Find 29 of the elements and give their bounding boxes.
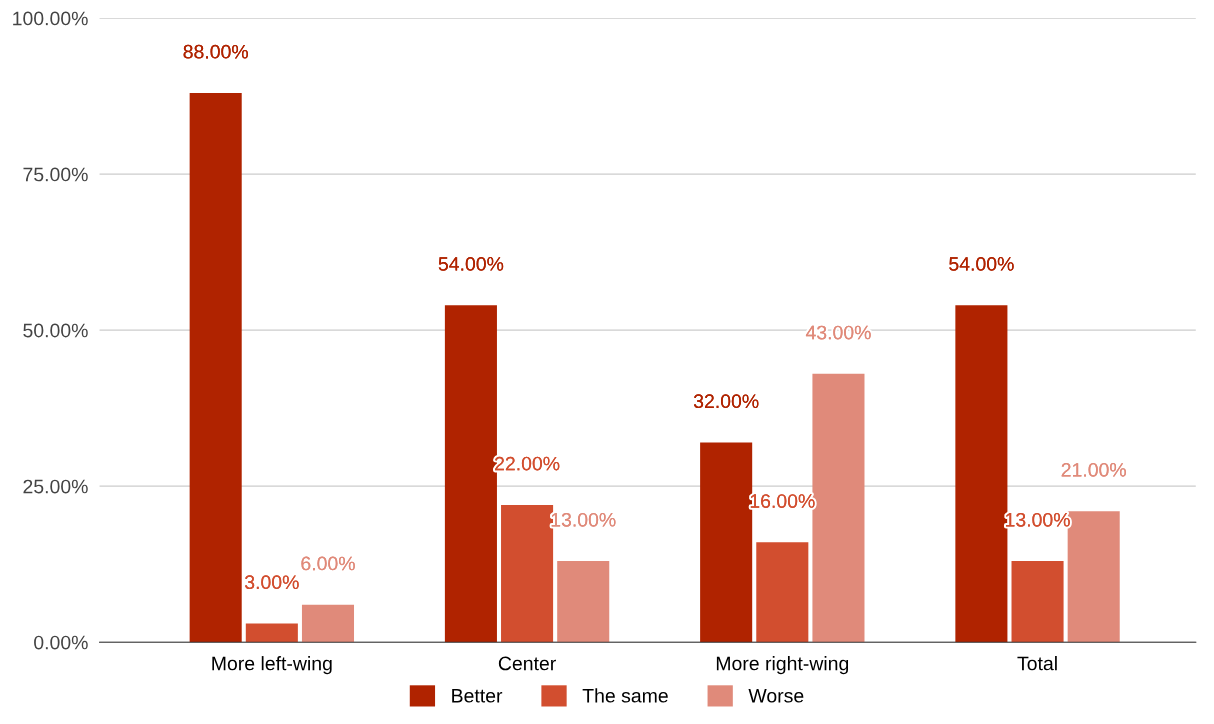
x-tick-label: More right-wing: [716, 656, 849, 675]
y-tick-label: 0.00%: [34, 635, 88, 650]
y-tick-label: 75.00%: [23, 167, 88, 182]
data-label: 3.00%: [245, 575, 299, 590]
bar: [245, 623, 298, 643]
legend-label: Worse: [748, 689, 804, 703]
y-tick-label: 100.00%: [13, 11, 88, 26]
data-label: 43.00%: [805, 325, 871, 340]
legend-label: Better: [452, 689, 503, 703]
data-label: 6.00%: [301, 556, 355, 571]
data-label: 32.00%: [693, 394, 759, 409]
y-tick-label: 25.00%: [23, 479, 88, 494]
bar: [955, 305, 1008, 643]
data-label: 21.00%: [1061, 462, 1126, 477]
data-label: 88.00%: [183, 44, 248, 59]
y-tick-label: 50.00%: [23, 323, 88, 338]
legend-label: The same: [582, 688, 668, 703]
data-label: 54.00%: [949, 257, 1014, 271]
data-label: 54.00%: [438, 257, 504, 271]
bar: [700, 442, 753, 643]
x-tick-label: Total: [1017, 656, 1057, 671]
bar: [444, 305, 497, 643]
bar: [756, 542, 809, 643]
x-tick-label: More left-wing: [212, 656, 332, 675]
x-tick-label: Center: [498, 656, 556, 671]
bar: [301, 604, 355, 643]
bar: [1011, 561, 1064, 643]
bar: [189, 92, 242, 643]
bar: [557, 561, 610, 643]
